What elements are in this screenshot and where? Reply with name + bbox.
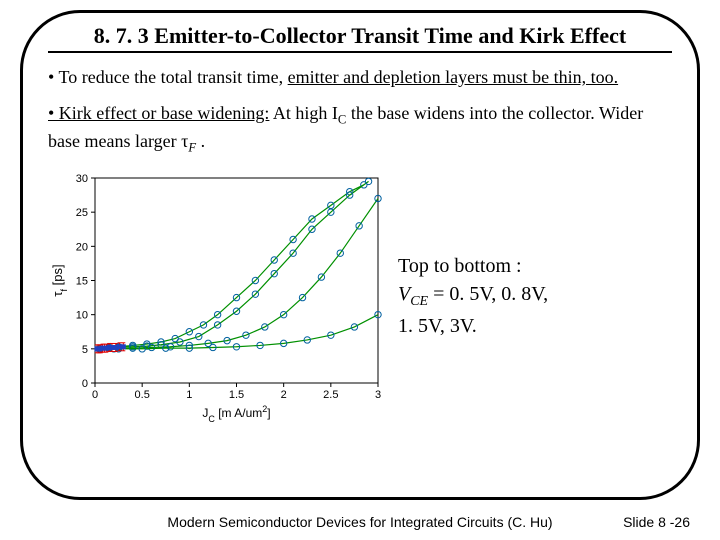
b2-sub2: F [188, 140, 196, 154]
svg-text:2.5: 2.5 [323, 389, 338, 401]
legend-line1: Top to bottom : [398, 252, 548, 280]
svg-text:1.5: 1.5 [229, 389, 244, 401]
b1-underline: emitter and depletion layers must be thi… [288, 67, 618, 87]
svg-text:0.5: 0.5 [135, 389, 150, 401]
legend-vsub: CE [410, 294, 428, 309]
kirk-effect-chart: 00.511.522.53051015202530JC [m A/um2]τf … [48, 168, 388, 423]
footer-slide-number: Slide 8 -26 [623, 514, 690, 530]
svg-text:0: 0 [92, 389, 98, 401]
svg-text:1: 1 [186, 389, 192, 401]
b2-tail: . [196, 131, 205, 151]
legend-line3: 1. 5V, 3V. [398, 312, 548, 340]
svg-text:JC [m A/um2]: JC [m A/um2] [202, 404, 270, 423]
svg-text:5: 5 [82, 344, 88, 356]
svg-text:15: 15 [76, 276, 88, 288]
b1-prefix: • To reduce the total transit time, [48, 67, 288, 87]
svg-text:3: 3 [375, 389, 381, 401]
slide-title: 8. 7. 3 Emitter-to-Collector Transit Tim… [48, 23, 672, 53]
chart-legend: Top to bottom : VCE = 0. 5V, 0. 8V, 1. 5… [398, 252, 548, 340]
legend-v: V [398, 283, 410, 305]
svg-text:20: 20 [76, 242, 88, 254]
bullet-2: • Kirk effect or base widening: At high … [48, 101, 672, 156]
slide-frame: 8. 7. 3 Emitter-to-Collector Transit Tim… [20, 10, 700, 500]
svg-text:10: 10 [76, 310, 88, 322]
svg-text:0: 0 [82, 378, 88, 390]
legend-line2: VCE = 0. 5V, 0. 8V, [398, 280, 548, 312]
b2-mid: At high I [269, 103, 338, 123]
svg-text:25: 25 [76, 208, 88, 220]
bullet-1: • To reduce the total transit time, emit… [48, 65, 672, 89]
content-row: 00.511.522.53051015202530JC [m A/um2]τf … [48, 168, 672, 423]
svg-text:30: 30 [76, 173, 88, 185]
svg-text:2: 2 [281, 389, 287, 401]
legend-eq: = 0. 5V, 0. 8V, [428, 283, 548, 305]
svg-text:τf [ps]: τf [ps] [50, 265, 69, 297]
footer-reference: Modern Semiconductor Devices for Integra… [0, 514, 720, 530]
b2-underline: • Kirk effect or base widening: [48, 103, 269, 123]
